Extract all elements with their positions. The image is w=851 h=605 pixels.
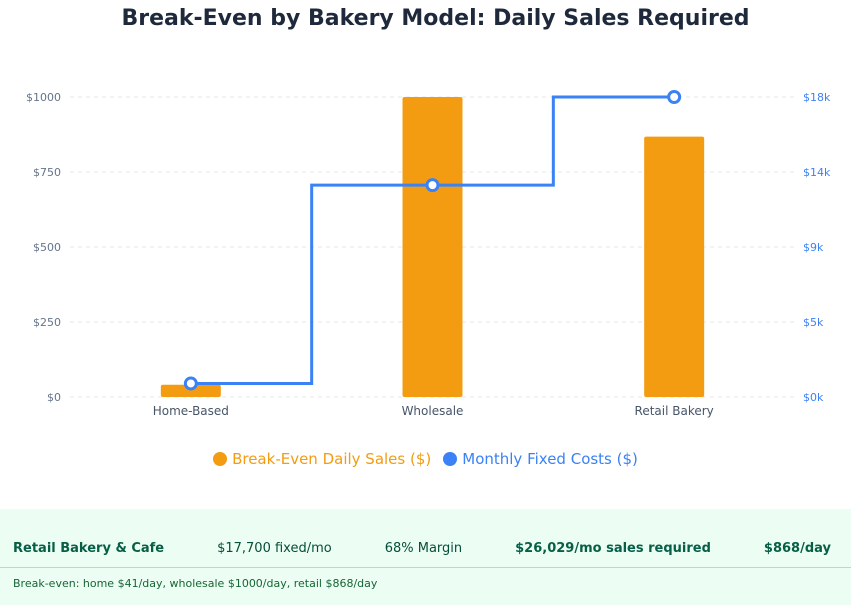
y-left-tick-label: $750: [33, 166, 61, 179]
chart-legend: Break-Even Daily Sales ($) Monthly Fixed…: [0, 450, 851, 468]
legend-swatch-daily-sales: [213, 452, 228, 466]
legend-item-fixed-costs[interactable]: Monthly Fixed Costs ($): [443, 450, 638, 468]
y-right-tick-label: $0k: [803, 391, 824, 404]
x-tick-label: Retail Bakery: [635, 404, 714, 418]
summary-fixed: $17,700 fixed/mo: [217, 541, 332, 556]
y-left-tick-label: $0: [47, 391, 61, 404]
summary-model: Retail Bakery & Cafe: [13, 541, 165, 556]
summary-row: Retail Bakery & Cafe $17,700 fixed/mo 68…: [13, 541, 831, 556]
bar: [402, 97, 463, 397]
y-right-tick-label: $9k: [803, 241, 824, 254]
x-tick-label: Wholesale: [402, 404, 464, 418]
y-right-tick-label: $18k: [803, 91, 831, 104]
summary-per-day: $868/day: [763, 541, 831, 556]
y-right-tick-label: $14k: [803, 166, 831, 179]
y-left-tick-label: $1000: [26, 91, 61, 104]
summary-margin: 68% Margin: [384, 541, 463, 556]
bar: [644, 136, 705, 397]
y-left-tick-label: $250: [33, 316, 61, 329]
legend-item-daily-sales[interactable]: Break-Even Daily Sales ($): [213, 450, 431, 468]
line-point: [425, 178, 440, 193]
y-left-tick-label: $500: [33, 241, 61, 254]
summary-note: Break-even: home $41/day, wholesale $100…: [13, 577, 378, 590]
bar: [160, 384, 221, 397]
x-tick-label: Home-Based: [153, 404, 229, 418]
chart-title: Break-Even by Bakery Model: Daily Sales …: [121, 6, 750, 31]
legend-label-daily-sales: Break-Even Daily Sales ($): [232, 450, 432, 468]
line-point: [183, 376, 198, 391]
chart-plot: $0 $250 $500 $750 $1000 $0k $5k $9k $14k $18k Home…: [26, 90, 831, 418]
summary-panel: Retail Bakery & Cafe $17,700 fixed/mo 68…: [0, 509, 851, 605]
y-right-tick-label: $5k: [803, 316, 824, 329]
summary-divider: [0, 567, 851, 568]
line-point: [667, 90, 682, 104]
legend-label-fixed-costs: Monthly Fixed Costs ($): [462, 450, 638, 468]
legend-swatch-fixed-costs: [443, 452, 458, 466]
summary-sales-required: $26,029/mo sales required: [515, 541, 711, 556]
